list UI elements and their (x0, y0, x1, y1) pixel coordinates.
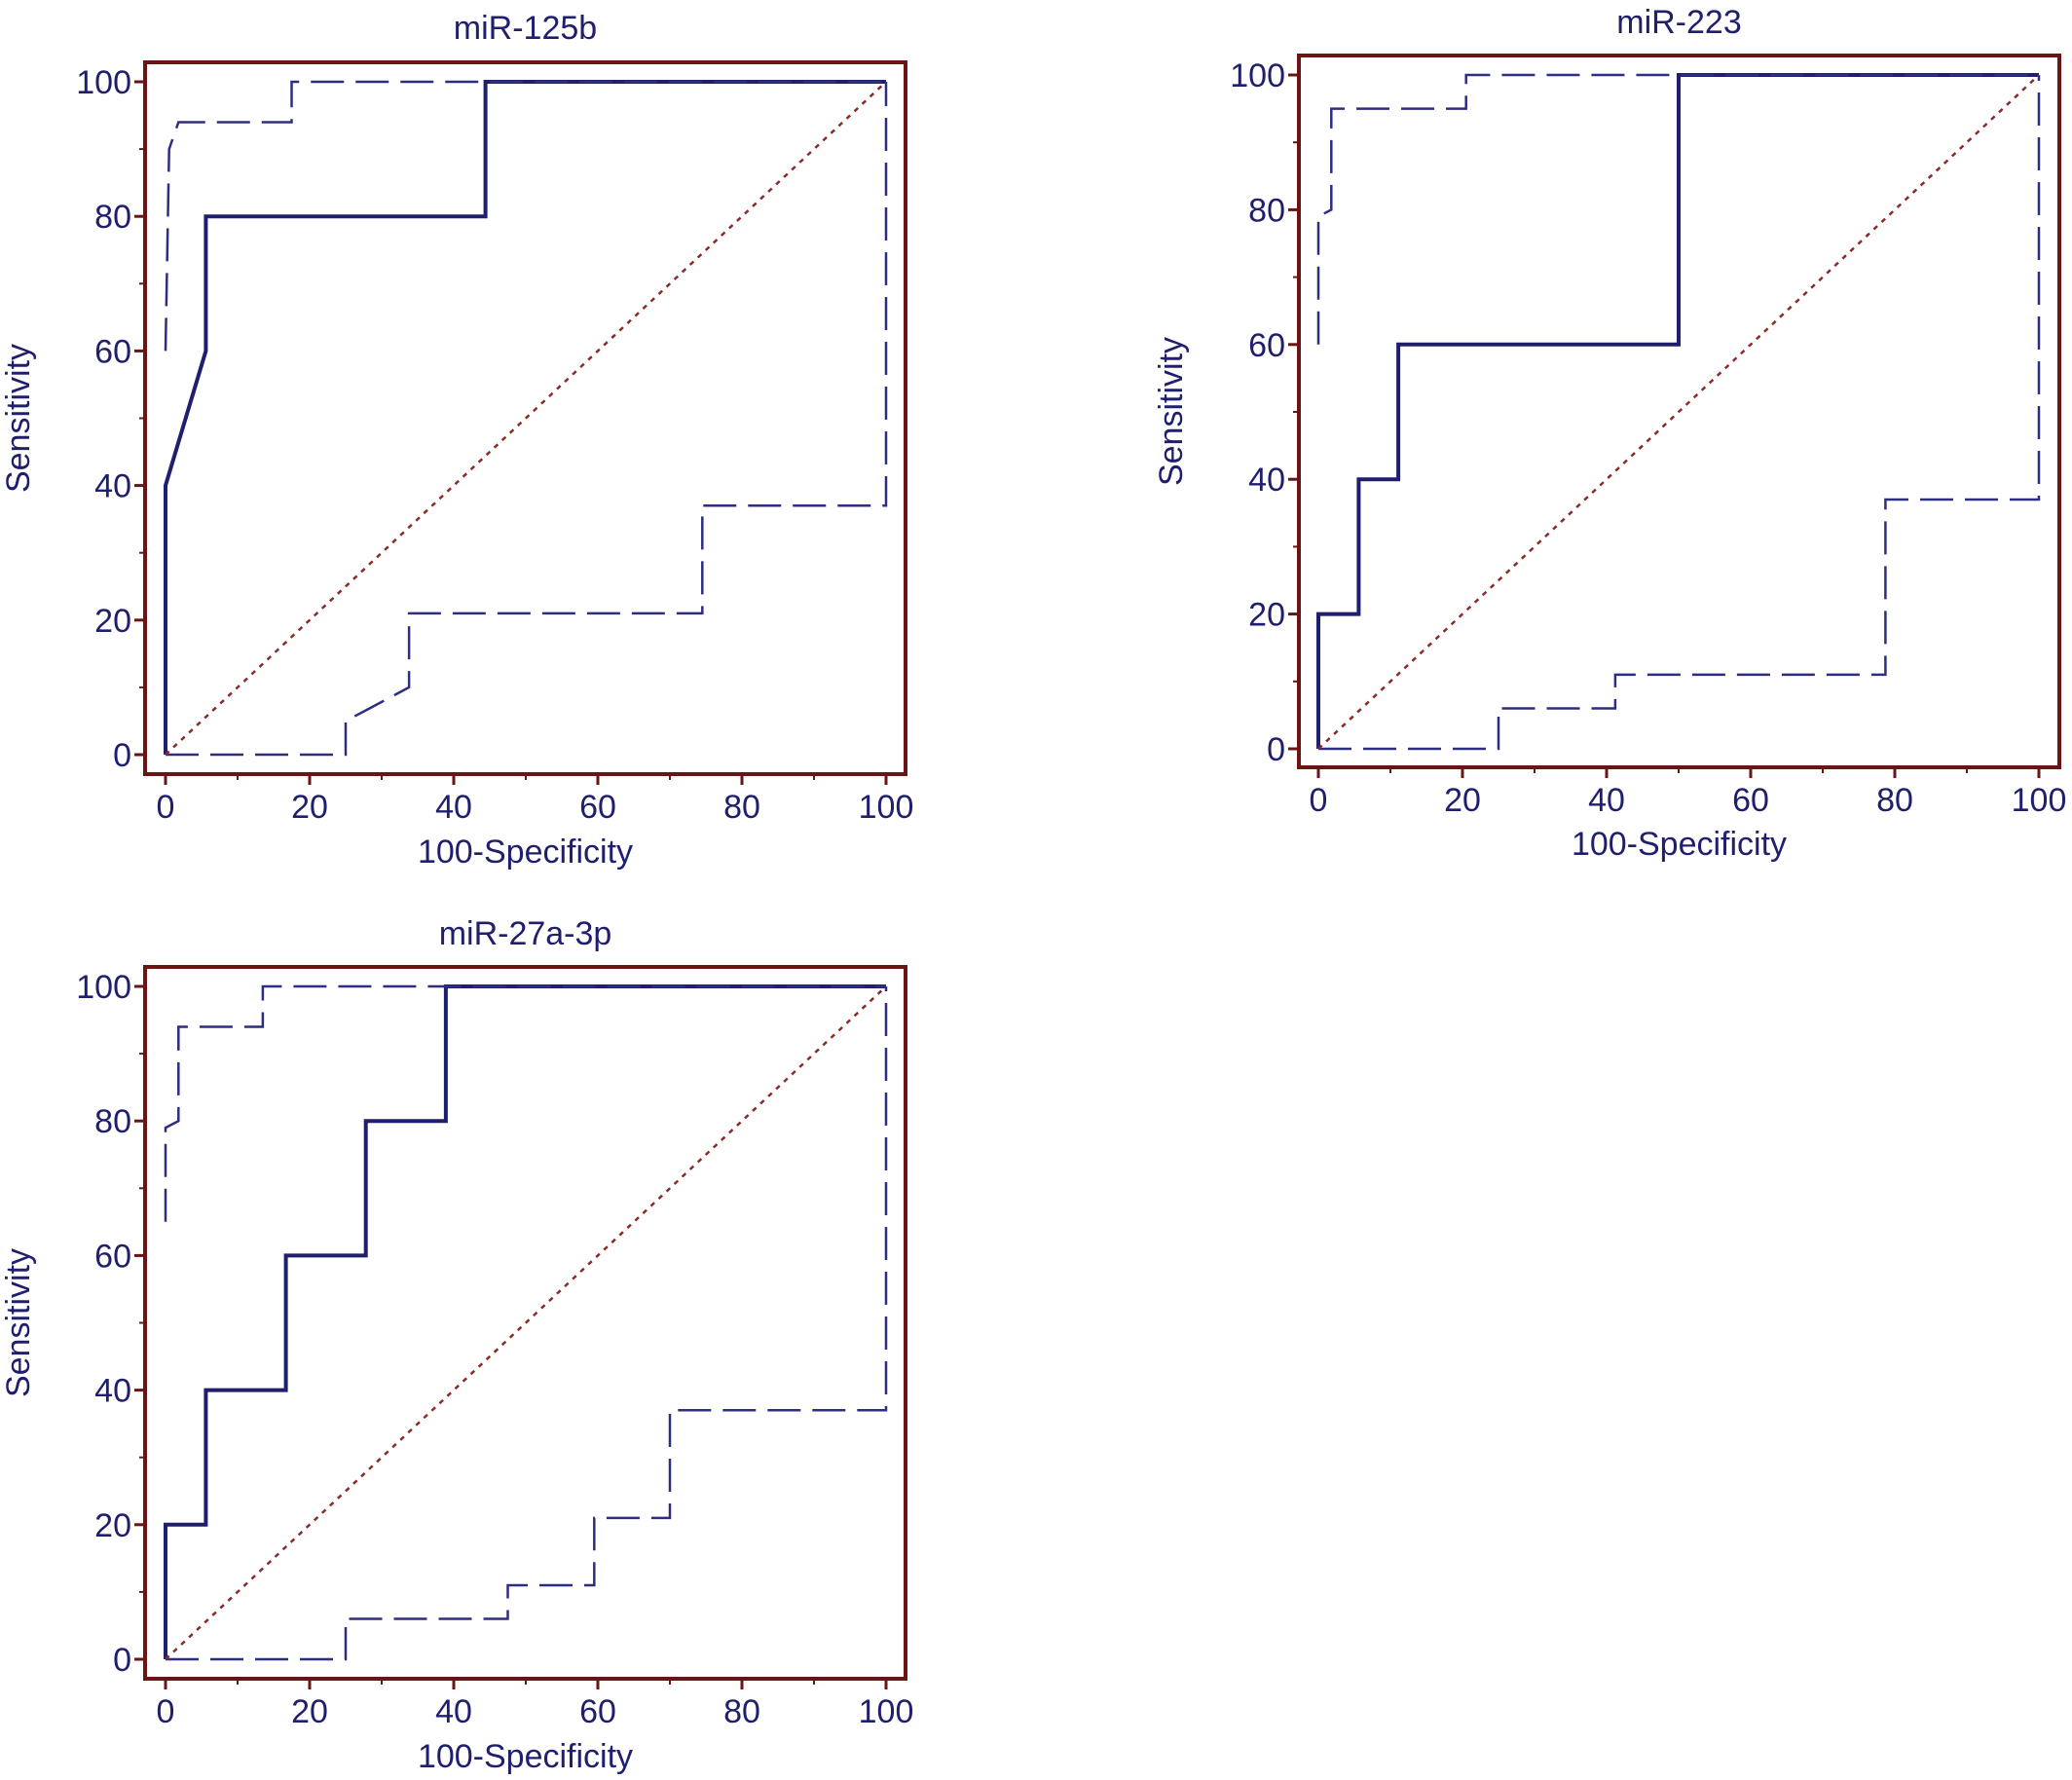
reference-diagonal (1317, 74, 2040, 750)
y-axis-label: Sensitivity (0, 344, 37, 493)
roc-panel-mir-223: 0 20 40 60 80 100 0 20 40 60 80 100 miR-223 100-Spe… (1153, 4, 2066, 863)
x-tick-label: 80 (723, 789, 760, 826)
y-axis-label: Sensitivity (1153, 337, 1190, 486)
x-axis-label: 100-Specificity (418, 834, 633, 871)
confidence-bound (166, 986, 888, 1661)
y-tick-label: 40 (1248, 462, 1285, 499)
y-tick-label: 40 (94, 468, 131, 505)
y-tick-label: 0 (113, 737, 131, 774)
reference-diagonal (165, 985, 887, 1660)
chart-title: miR-223 (1616, 4, 1741, 41)
x-tick-label: 60 (1732, 782, 1769, 819)
y-tick-label: 60 (94, 1238, 131, 1275)
y-tick-label: 60 (1248, 327, 1285, 364)
confidence-bound (1318, 75, 2041, 751)
y-tick-label: 20 (1248, 597, 1285, 634)
y-tick-label: 20 (94, 603, 131, 640)
chart-title: miR-27a-3p (439, 915, 612, 952)
roc-curve (164, 80, 886, 755)
confidence-bound (164, 80, 886, 352)
x-tick-label: 100 (2012, 782, 2067, 819)
x-tick-label: 40 (435, 789, 472, 826)
x-tick-label: 60 (579, 789, 616, 826)
confidence-bound (164, 984, 886, 1222)
x-tick-label: 0 (157, 789, 175, 826)
x-tick-label: 0 (1310, 782, 1328, 819)
x-tick-label: 80 (1876, 782, 1913, 819)
x-tick-label: 20 (1444, 782, 1481, 819)
y-tick-label: 100 (76, 64, 131, 101)
roc-panel-mir-125b: 0 20 40 60 80 100 0 20 40 60 80 100 miR-125b 100-Sp… (0, 10, 913, 871)
reference-diagonal (165, 81, 887, 756)
x-tick-label: 40 (1588, 782, 1625, 819)
x-tick-label: 0 (157, 1693, 175, 1730)
x-tick-label: 100 (859, 789, 914, 826)
x-tick-label: 80 (723, 1693, 760, 1730)
confidence-bound (1316, 73, 2039, 345)
roc-panel-mir-27a-3p: 0 20 40 60 80 100 0 20 40 60 80 100 miR-27a-3p 100-… (0, 915, 913, 1775)
roc-curve (1316, 73, 2039, 749)
roc-curve (164, 984, 886, 1659)
y-tick-label: 100 (1230, 57, 1285, 94)
y-tick-label: 80 (94, 199, 131, 236)
y-tick-label: 80 (1248, 192, 1285, 229)
x-tick-label: 20 (291, 1693, 328, 1730)
x-tick-label: 60 (579, 1693, 616, 1730)
x-tick-label: 100 (859, 1693, 914, 1730)
y-tick-label: 40 (94, 1373, 131, 1410)
y-tick-label: 60 (94, 333, 131, 370)
chart-title: miR-125b (454, 10, 597, 47)
y-tick-label: 0 (113, 1642, 131, 1679)
x-tick-label: 40 (435, 1693, 472, 1730)
y-tick-label: 100 (76, 969, 131, 1006)
confidence-bound (166, 82, 888, 757)
x-axis-label: 100-Specificity (1572, 826, 1787, 863)
y-axis-label: Sensitivity (0, 1248, 37, 1397)
y-tick-label: 20 (94, 1507, 131, 1544)
x-axis-label: 100-Specificity (418, 1738, 633, 1775)
y-tick-label: 80 (94, 1103, 131, 1140)
x-tick-label: 20 (291, 789, 328, 826)
y-tick-label: 0 (1267, 731, 1285, 768)
